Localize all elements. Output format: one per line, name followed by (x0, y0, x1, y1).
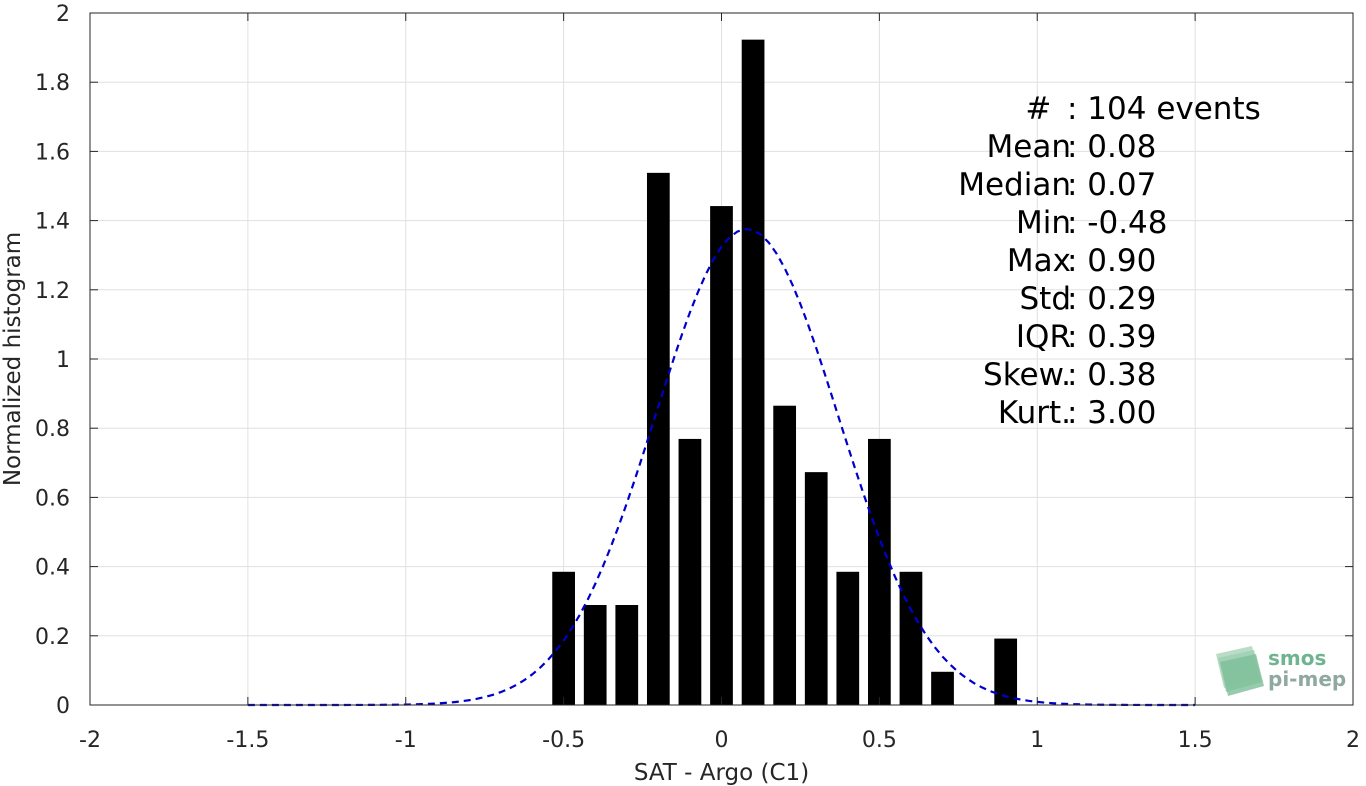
stat-label: Mean (986, 129, 1071, 165)
histogram-bar (646, 172, 670, 706)
stat-value: : 0.07 (1067, 167, 1157, 203)
y-tick-label: 0.2 (35, 625, 70, 650)
y-tick-label: 2 (56, 2, 70, 27)
stat-value: : 3.00 (1067, 395, 1157, 431)
histogram-bar (899, 571, 923, 705)
stat-label: Kurt. (997, 395, 1071, 431)
histogram-bar (804, 472, 828, 705)
y-axis-label: Normalized histogram (0, 232, 26, 486)
y-tick-label: 0.4 (35, 556, 70, 581)
histogram-bar (615, 605, 639, 705)
logo-text-line2: pi-mep (1268, 667, 1347, 691)
x-tick-label: -0.5 (542, 728, 585, 753)
x-tick-label: -1.5 (226, 728, 269, 753)
logo-text-line1: smos (1268, 646, 1327, 670)
y-tick-label: 1.2 (35, 279, 70, 304)
stat-label: IQR (1015, 319, 1071, 355)
stat-label: Median (958, 167, 1071, 203)
histogram-bar (710, 206, 733, 705)
x-tick-label: -1 (395, 728, 417, 753)
y-tick-label: 1 (56, 348, 70, 373)
x-tick-label: 0 (715, 728, 729, 753)
x-tick-label: -2 (79, 728, 101, 753)
stat-value: : -0.48 (1067, 205, 1168, 241)
logo-layers-icon (1216, 646, 1264, 696)
stat-value: : 0.90 (1067, 243, 1157, 279)
x-tick-label: 1 (1030, 728, 1044, 753)
stat-value: : 0.29 (1067, 281, 1157, 317)
smos-pimep-logo: smos pi-mep (1212, 644, 1352, 700)
stat-value: : 0.39 (1067, 319, 1157, 355)
stat-value: : 0.08 (1067, 129, 1157, 165)
stat-label: # (1025, 91, 1071, 127)
stat-value: : 0.38 (1067, 357, 1157, 393)
y-tick-label: 0.6 (35, 486, 70, 511)
histogram-bar (868, 438, 891, 705)
x-tick-label: 2 (1346, 728, 1360, 753)
stat-label: Skew. (983, 357, 1071, 393)
stat-value: : 104 events (1067, 91, 1261, 127)
x-tick-label: 1.5 (1178, 728, 1213, 753)
histogram-bar (741, 39, 765, 706)
histogram-bar (552, 571, 575, 705)
stat-label: Min (1015, 205, 1071, 241)
x-axis-label: SAT - Argo (C1) (634, 760, 809, 786)
histogram-bar (836, 571, 860, 705)
y-tick-label: 0 (56, 694, 70, 719)
histogram-bar (773, 405, 797, 705)
y-tick-label: 1.8 (35, 71, 70, 96)
histogram-bar (678, 438, 702, 705)
histogram-bar (994, 638, 1018, 705)
stat-label: Max (1006, 243, 1071, 279)
histogram-bar (931, 671, 954, 705)
histogram-bar (583, 605, 607, 705)
y-tick-label: 0.8 (35, 417, 70, 442)
x-tick-label: 0.5 (862, 728, 897, 753)
y-tick-label: 1.6 (35, 140, 70, 165)
stat-label: Std (1019, 281, 1071, 317)
y-tick-label: 1.4 (35, 210, 70, 235)
